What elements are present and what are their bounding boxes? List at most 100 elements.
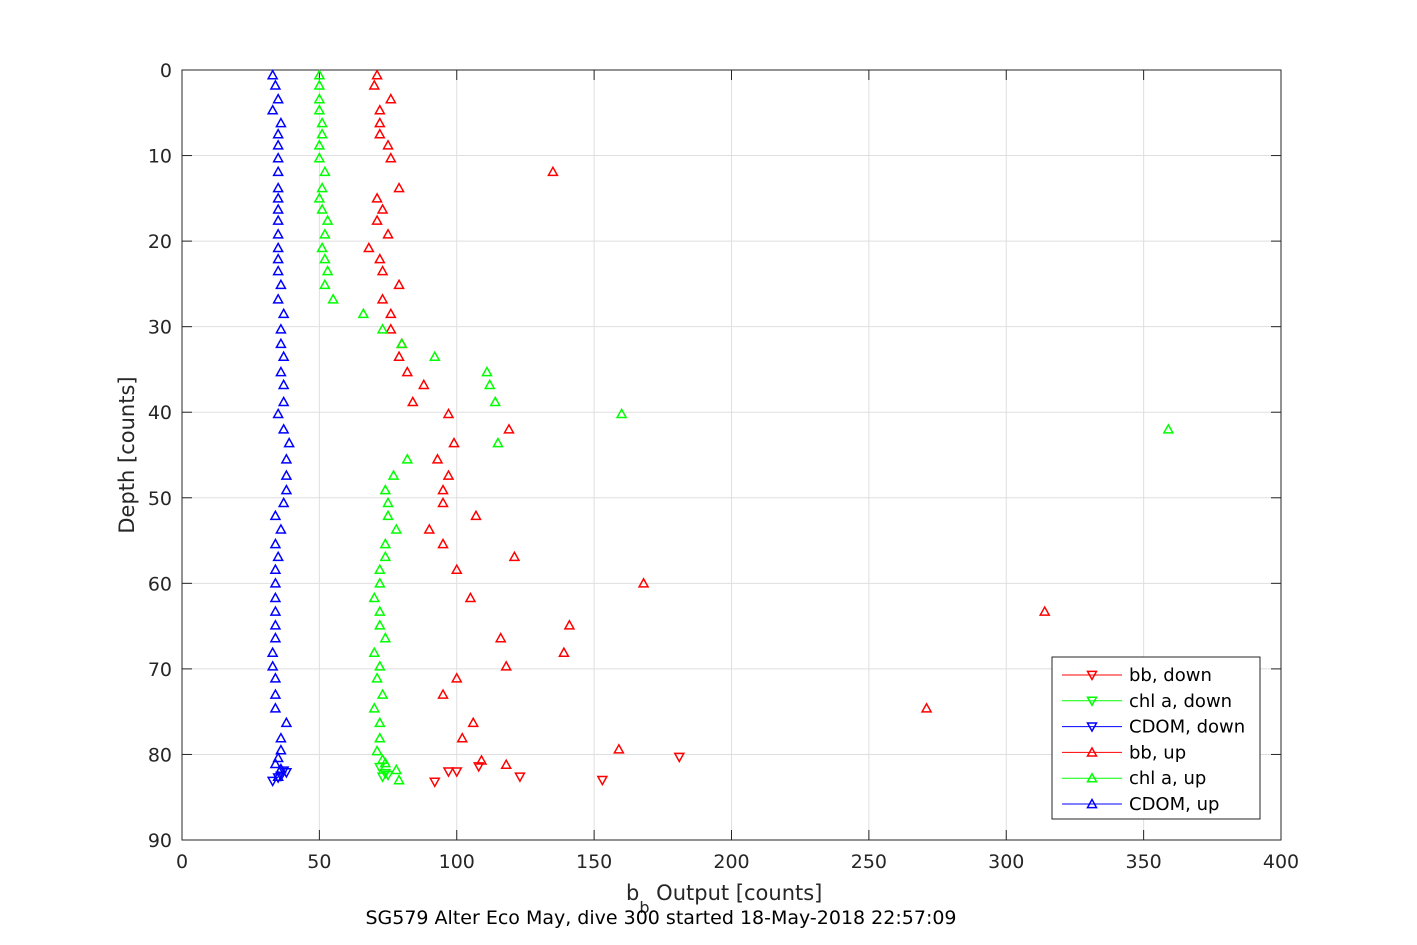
legend-entry[interactable]: CDOM, down	[1062, 717, 1245, 738]
data-point	[275, 323, 287, 334]
data-point	[437, 537, 449, 549]
legend-marker	[1086, 696, 1098, 707]
data-point	[489, 395, 501, 407]
y-tick-label: 40	[148, 402, 172, 424]
data-point	[371, 192, 383, 203]
x-tick-label: 0	[176, 851, 188, 873]
data-point	[272, 550, 284, 562]
data-point	[313, 69, 326, 80]
data-point	[321, 214, 334, 225]
data-point	[327, 293, 339, 304]
legend-marker	[1086, 722, 1098, 733]
data-point	[313, 93, 326, 104]
data-point	[374, 563, 386, 574]
data-point	[275, 337, 287, 349]
data-point	[450, 672, 463, 683]
data-point	[500, 660, 512, 671]
data-point	[272, 241, 284, 253]
data-point	[272, 770, 284, 782]
data-point	[437, 484, 449, 495]
data-point	[396, 337, 408, 349]
data-point	[374, 253, 386, 264]
data-point	[319, 165, 331, 177]
legend-label: CDOM, down	[1129, 717, 1245, 738]
data-point	[437, 496, 449, 508]
data-point	[269, 605, 282, 616]
data-point	[275, 117, 287, 128]
data-point	[508, 550, 521, 562]
data-point	[280, 469, 293, 480]
data-point	[450, 767, 463, 778]
data-point	[266, 646, 279, 657]
legend[interactable]: bb, down chl a, down CDOM, down bb, up chl a…	[1051, 656, 1261, 820]
data-point	[428, 350, 441, 361]
data-point	[1038, 605, 1051, 616]
data-point	[379, 768, 392, 780]
data-point	[275, 744, 287, 755]
data-point	[272, 128, 284, 139]
data-point	[266, 660, 279, 671]
y-tick-labels: 0 10 20 30 40 50 60 70 80 90	[148, 60, 172, 852]
data-point	[269, 757, 282, 769]
data-point	[382, 496, 394, 508]
data-point	[428, 777, 441, 788]
data-point	[615, 407, 628, 419]
data-point	[376, 323, 389, 334]
data-point	[269, 619, 282, 630]
data-point	[277, 766, 290, 777]
legend-marker	[1086, 746, 1098, 757]
data-point	[272, 228, 284, 239]
series-3	[363, 69, 1051, 770]
legend-entry[interactable]: chl a, down	[1062, 691, 1232, 712]
legend-label: bb, down	[1129, 665, 1212, 686]
legend-entry[interactable]: chl a, up	[1062, 768, 1206, 789]
legend-entry[interactable]: CDOM, up	[1062, 794, 1219, 815]
x-tick-label: 300	[988, 851, 1024, 873]
data-point	[472, 762, 485, 773]
data-point	[269, 563, 282, 574]
data-point	[272, 265, 284, 276]
data-point	[470, 509, 482, 521]
data-point	[503, 423, 515, 434]
data-point	[393, 774, 405, 785]
data-point	[272, 139, 284, 150]
data-point	[371, 214, 383, 225]
data-point	[272, 182, 284, 193]
data-point	[277, 378, 290, 390]
data-point	[464, 591, 477, 603]
x-tick-label: 150	[576, 851, 612, 873]
data-point	[313, 192, 326, 203]
x-axis-label-subscript: b	[639, 898, 649, 917]
data-point	[382, 509, 394, 521]
data-point	[475, 754, 488, 765]
x-tick-labels: 0 50 100 150 200 250 300 350 400	[176, 851, 1299, 873]
data-point	[266, 104, 279, 115]
data-point	[382, 139, 394, 150]
data-point	[269, 688, 282, 699]
legend-entry[interactable]: bb, up	[1062, 742, 1186, 763]
data-point	[448, 436, 460, 448]
legend-label: chl a, down	[1129, 691, 1232, 712]
data-point	[272, 293, 284, 304]
data-point	[613, 743, 625, 754]
series-4	[313, 69, 1175, 785]
data-point	[266, 776, 279, 788]
series-0	[428, 752, 686, 788]
data-point	[407, 395, 419, 407]
y-tick-label: 50	[148, 488, 172, 510]
legend-entry[interactable]: bb, down	[1062, 665, 1212, 686]
x-tick-label: 200	[713, 851, 749, 873]
x-tick-label: 100	[439, 851, 475, 873]
y-tick-label: 70	[148, 659, 172, 681]
data-point	[431, 453, 444, 464]
data-point	[316, 117, 328, 128]
data-point	[316, 203, 328, 214]
legend-marker	[1086, 772, 1098, 783]
data-point	[319, 278, 331, 290]
data-point	[467, 716, 480, 728]
data-point	[280, 716, 293, 728]
x-tick-label: 400	[1263, 851, 1299, 873]
data-point	[379, 550, 392, 562]
data-point	[368, 591, 381, 603]
